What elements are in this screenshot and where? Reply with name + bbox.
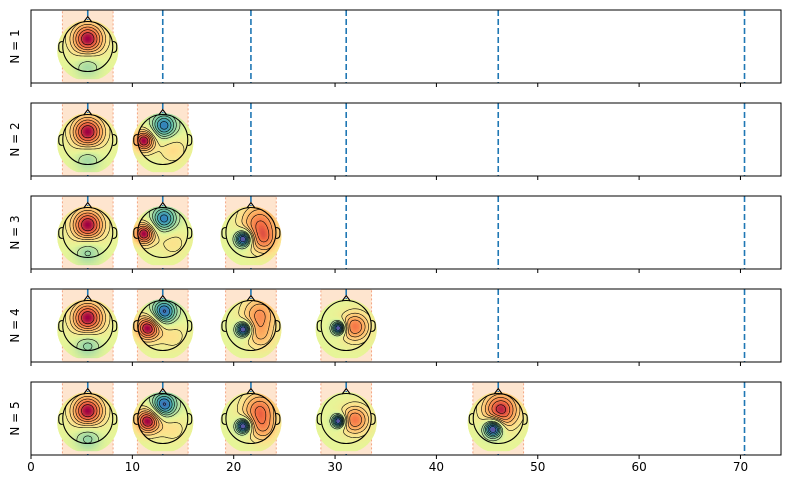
- axes-row-5: 0 10 20 30 40 50 60 70 N = 5: [8, 381, 782, 474]
- x-tick-label: 50: [530, 460, 545, 474]
- axes-row-3: N = 3: [8, 195, 782, 273]
- left-ear-icon: [468, 412, 474, 426]
- left-ear-icon: [221, 226, 226, 240]
- left-ear-icon: [316, 319, 322, 333]
- contour-lines: [233, 393, 276, 444]
- nose-icon: [83, 201, 93, 209]
- right-ear-icon: [112, 226, 118, 240]
- x-tick-label: 60: [631, 460, 646, 474]
- head-outline: [62, 299, 114, 352]
- contour-lines: [232, 207, 276, 258]
- nose-icon: [83, 15, 93, 23]
- nose-icon: [341, 294, 351, 302]
- head-outline: [320, 392, 372, 445]
- axes-frame: [30, 288, 782, 363]
- left-ear-icon: [221, 412, 226, 426]
- head-outline: [62, 392, 114, 445]
- right-ear-icon: [112, 40, 118, 54]
- contour-lines: [65, 393, 111, 444]
- nose-icon: [158, 387, 168, 395]
- left-ear-icon: [133, 226, 138, 240]
- left-ear-icon: [133, 319, 138, 333]
- left-ear-icon: [58, 133, 63, 147]
- head-outline: [62, 113, 114, 166]
- nose-icon: [83, 387, 93, 395]
- contour-lines: [65, 114, 111, 165]
- x-tick-label: 10: [125, 460, 140, 474]
- x-tick-label: 20: [226, 460, 241, 474]
- left-ear-icon: [316, 412, 322, 426]
- axes-row-4: N = 4: [8, 288, 782, 366]
- nose-icon: [158, 108, 168, 116]
- right-ear-icon: [275, 319, 281, 333]
- right-ear-icon: [523, 412, 528, 426]
- axes-row-1: N = 1: [8, 9, 782, 87]
- left-ear-icon: [221, 319, 226, 333]
- nose-icon: [246, 294, 256, 302]
- row-ylabel: N = 1: [8, 29, 22, 63]
- nose-icon: [341, 387, 351, 395]
- right-ear-icon: [371, 412, 376, 426]
- head-outline: [62, 206, 114, 259]
- left-ear-icon: [58, 319, 63, 333]
- contour-lines: [137, 207, 182, 252]
- head-outline: [62, 20, 114, 73]
- axes-frame: [30, 9, 782, 84]
- nose-icon: [246, 201, 256, 209]
- topomap: [315, 387, 377, 452]
- contour-lines: [65, 207, 111, 258]
- left-ear-icon: [58, 40, 63, 54]
- right-ear-icon: [112, 319, 118, 333]
- nose-icon: [246, 387, 256, 395]
- right-ear-icon: [187, 412, 193, 426]
- right-ear-icon: [187, 133, 193, 147]
- row-ylabel: N = 5: [8, 401, 22, 435]
- head-outline: [225, 392, 277, 445]
- head-outline: [320, 299, 372, 352]
- row-ylabel: N = 2: [8, 122, 22, 156]
- nose-icon: [83, 294, 93, 302]
- row-ylabel: N = 4: [8, 308, 22, 342]
- x-tick-label: 40: [429, 460, 444, 474]
- head-outline: [472, 392, 524, 445]
- right-ear-icon: [187, 226, 193, 240]
- x-tick-label: 0: [27, 460, 35, 474]
- right-ear-icon: [112, 133, 118, 147]
- axes-row-2: N = 2: [8, 102, 782, 180]
- head-outline: [137, 113, 189, 166]
- left-ear-icon: [133, 412, 138, 426]
- axes-frame: [30, 381, 782, 456]
- head-outline: [137, 392, 189, 445]
- axes-frame: [30, 102, 782, 177]
- contour-lines: [329, 308, 372, 345]
- right-ear-icon: [275, 226, 281, 240]
- right-ear-icon: [371, 319, 376, 333]
- left-ear-icon: [133, 133, 138, 147]
- head-outline: [225, 299, 277, 352]
- right-ear-icon: [187, 319, 193, 333]
- topomap: [220, 201, 282, 266]
- x-tick-label: 70: [733, 460, 748, 474]
- nose-icon: [158, 294, 168, 302]
- row-ylabel: N = 3: [8, 215, 22, 249]
- head-outline: [137, 206, 189, 259]
- nose-icon: [493, 387, 503, 395]
- nose-icon: [158, 201, 168, 209]
- contour-lines: [476, 393, 524, 442]
- left-ear-icon: [58, 412, 63, 426]
- axes-frame: [30, 195, 782, 270]
- head-outline: [225, 206, 277, 259]
- x-tick-label: 30: [327, 460, 342, 474]
- head-outline: [137, 299, 189, 352]
- nose-icon: [83, 108, 93, 116]
- right-ear-icon: [112, 412, 118, 426]
- left-ear-icon: [58, 226, 63, 240]
- right-ear-icon: [275, 412, 281, 426]
